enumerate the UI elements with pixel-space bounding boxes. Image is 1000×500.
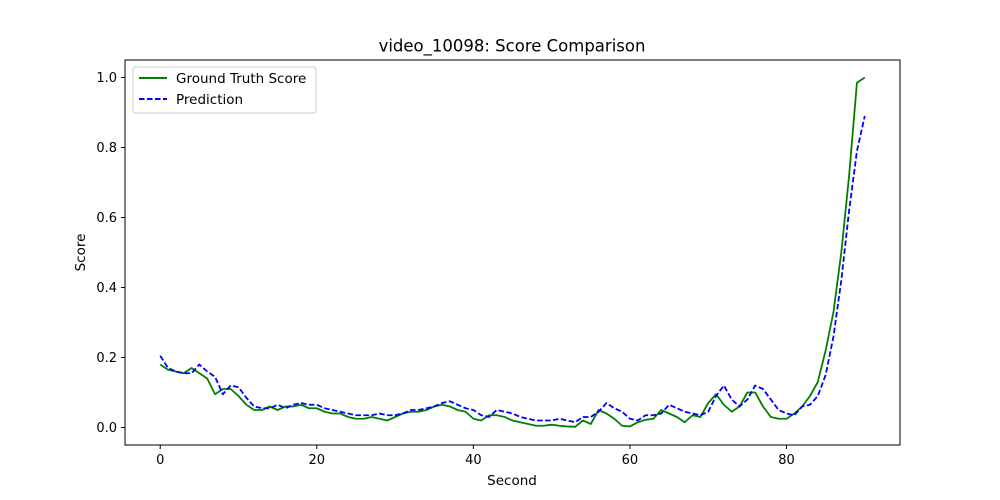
x-tick-label: 0	[156, 453, 164, 468]
plot-area	[125, 60, 900, 445]
axis-ticks: 0 20 40 60 80 0.0 0.2 0.4 0.6 0.8 1.0	[96, 71, 794, 468]
series-line-ground-truth	[159, 76, 866, 428]
plot-frame	[124, 59, 901, 446]
y-tick-label: 0.4	[96, 281, 117, 296]
y-tick-label: 0.8	[96, 141, 117, 156]
chart-title: video_10098: Score Comparison	[379, 37, 646, 57]
y-tick-label: 0.6	[96, 211, 117, 226]
legend-box	[132, 66, 317, 114]
legend-label-prediction: Prediction	[176, 92, 243, 108]
series-line-prediction	[159, 115, 866, 424]
y-tick-label: 1.0	[96, 71, 117, 86]
series-layer	[159, 76, 866, 428]
legend-label-ground-truth: Ground Truth Score	[176, 71, 306, 87]
x-tick-label: 20	[309, 453, 326, 468]
x-tick-label: 80	[778, 453, 795, 468]
x-tick-label: 60	[622, 453, 639, 468]
y-tick-label: 0.2	[96, 351, 117, 366]
legend: Ground Truth Score Prediction	[132, 66, 317, 114]
y-axis-label: Score	[73, 234, 89, 272]
x-axis-label: Second	[487, 473, 537, 489]
y-tick-label: 0.0	[96, 421, 117, 436]
x-tick-label: 40	[465, 453, 482, 468]
